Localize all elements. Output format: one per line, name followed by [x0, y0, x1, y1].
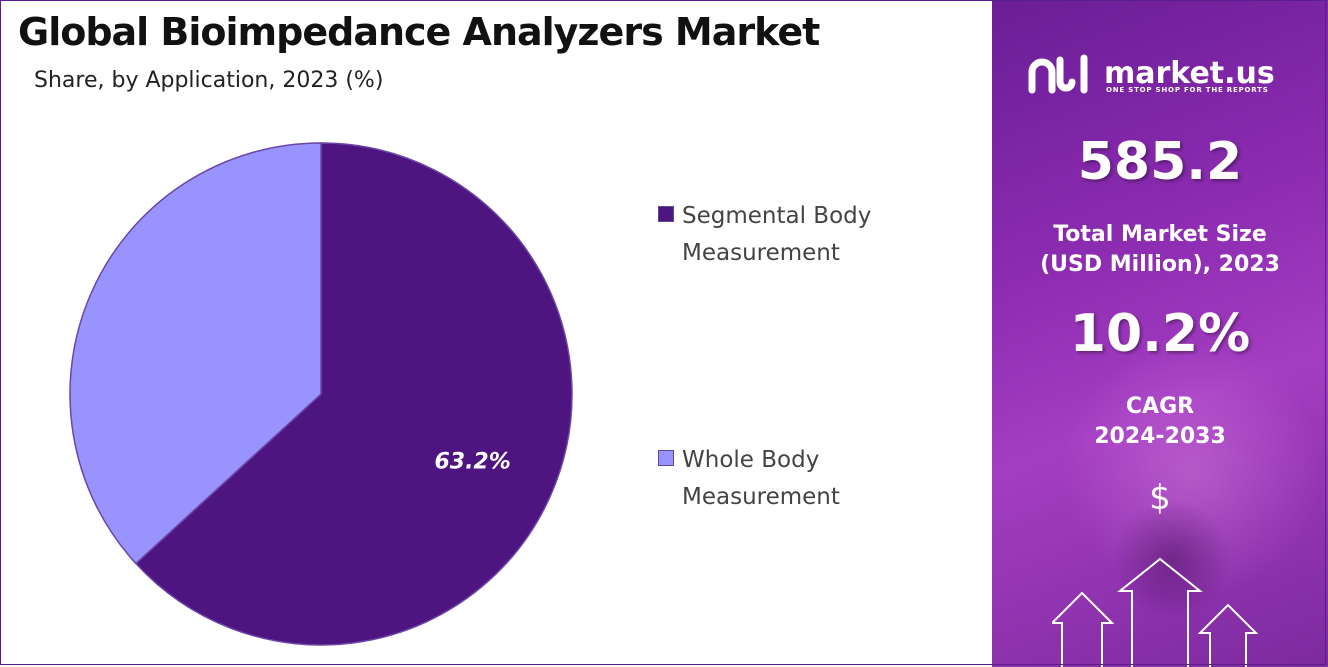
- cagr-value: 10.2%: [1069, 304, 1251, 364]
- market-us-logo-icon: [1028, 54, 1088, 94]
- cagr-period: 2024-2033: [1094, 424, 1226, 449]
- pie-slice-whole: [69, 142, 322, 565]
- chart-panel: Global Bioimpedance Analyzers Market Sha…: [18, 10, 912, 646]
- brand-name: market.us: [1104, 56, 1275, 91]
- legend-item-whole: Whole Body Measurement: [658, 442, 912, 516]
- background-glow: [1062, 340, 1322, 600]
- pie-slice-segmental: [134, 142, 573, 646]
- legend-label-segmental: Segmental Body Measurement: [682, 203, 872, 266]
- market-size-label-line2: (USD Million), 2023: [1040, 252, 1280, 277]
- legend-label-whole: Whole Body Measurement: [682, 447, 840, 510]
- chart-title: Global Bioimpedance Analyzers Market: [18, 10, 820, 54]
- market-size-value: 585.2: [1077, 132, 1243, 192]
- stats-sidebar: market.us ONE STOP SHOP FOR THE REPORTS …: [992, 0, 1328, 667]
- cagr-label: CAGR: [1125, 394, 1195, 419]
- legend-swatch-segmental: [658, 206, 674, 222]
- legend-item-segmental: Segmental Body Measurement: [658, 198, 912, 272]
- market-size-label-line1: Total Market Size: [1053, 222, 1267, 247]
- brand-tagline: ONE STOP SHOP FOR THE REPORTS: [1106, 86, 1269, 94]
- pie-chart: 63.2%: [69, 142, 573, 646]
- data-label-segmental: 63.2%: [434, 450, 510, 475]
- brand-logo: market.us: [1028, 52, 1275, 96]
- legend-swatch-whole: [658, 450, 674, 466]
- growth-arrows-icon: [1052, 557, 1259, 667]
- dollar-icon: $: [1149, 478, 1171, 518]
- chart-subtitle: Share, by Application, 2023 (%): [34, 68, 384, 93]
